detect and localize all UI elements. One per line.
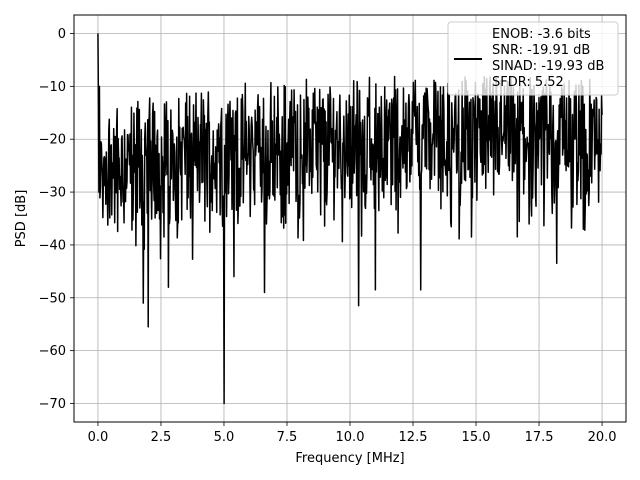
x-tick-label: 20.0 <box>588 430 617 445</box>
y-tick-label: −50 <box>39 291 66 306</box>
x-tick-label: 15.0 <box>462 430 491 445</box>
y-tick-label: −10 <box>39 80 66 95</box>
x-axis-label: Frequency [MHz] <box>295 451 404 466</box>
x-tick-label: 7.5 <box>277 430 298 445</box>
y-tick-label: −40 <box>39 238 66 253</box>
x-tick-label: 10.0 <box>336 430 365 445</box>
y-tick-label: 0 <box>58 27 66 42</box>
legend: ENOB: -3.6 bits SNR: -19.91 dB SINAD: -1… <box>447 21 619 96</box>
legend-entry-sfdr: SFDR: 5.52 <box>492 75 564 90</box>
legend-entry-snr: SNR: -19.91 dB <box>492 43 590 58</box>
x-tick-label: 12.5 <box>399 430 428 445</box>
legend-entry-enob: ENOB: -3.6 bits <box>492 27 591 42</box>
y-tick-label: −70 <box>39 397 66 412</box>
legend-entry-sinad: SINAD: -19.93 dB <box>492 59 604 74</box>
legend-box <box>447 21 619 96</box>
plot-area <box>97 33 603 405</box>
psd-series-line <box>97 33 603 405</box>
x-tick-label: 17.5 <box>525 430 554 445</box>
y-axis-ticks: 0 −10 −20 −30 −40 −50 −60 −70 <box>39 27 74 412</box>
x-axis-ticks: 0.0 2.5 5.0 7.5 10.0 12.5 15.0 17.5 20.0 <box>88 422 617 445</box>
x-tick-label: 5.0 <box>214 430 235 445</box>
x-tick-label: 2.5 <box>151 430 172 445</box>
x-tick-label: 0.0 <box>88 430 109 445</box>
y-tick-label: −20 <box>39 133 66 148</box>
y-tick-label: −30 <box>39 186 66 201</box>
y-tick-label: −60 <box>39 344 66 359</box>
y-axis-label: PSD [dB] <box>14 190 29 248</box>
